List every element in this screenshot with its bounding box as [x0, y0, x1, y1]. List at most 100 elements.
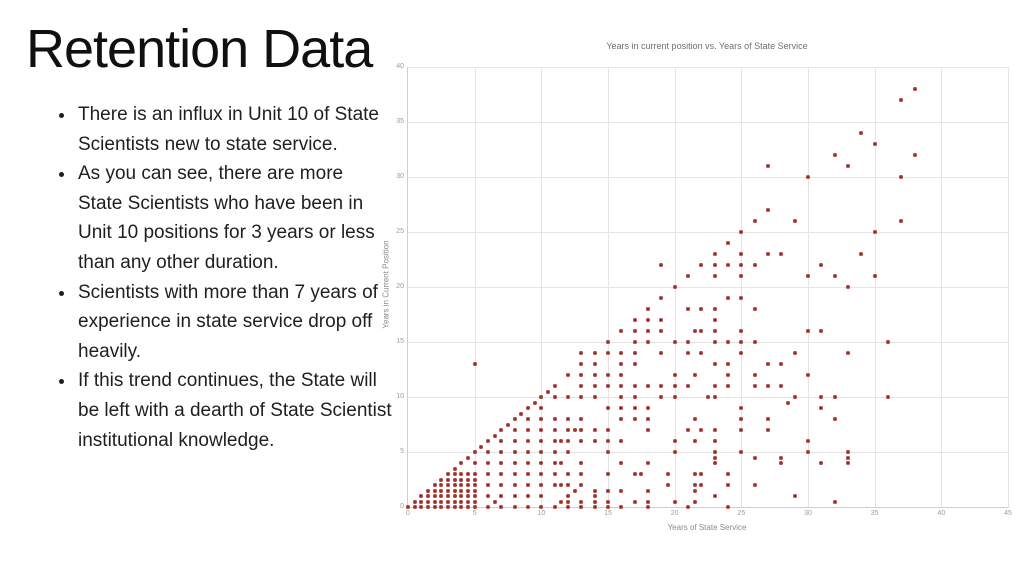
data-point: [606, 340, 610, 344]
data-point: [606, 373, 610, 377]
data-point: [846, 450, 850, 454]
data-point: [752, 384, 757, 388]
data-point: [712, 439, 717, 443]
data-point: [566, 428, 570, 432]
data-point: [452, 494, 457, 498]
data-point: [726, 241, 730, 245]
x-tick-label: 30: [804, 510, 812, 517]
slide-title: Retention Data: [26, 19, 373, 79]
data-point: [419, 494, 424, 498]
data-point: [552, 505, 557, 509]
data-point: [692, 483, 697, 487]
data-point: [579, 461, 584, 465]
x-tick-label: 15: [604, 510, 612, 517]
data-point: [699, 483, 704, 487]
data-point: [486, 461, 490, 465]
data-point: [592, 428, 597, 432]
data-point: [779, 455, 784, 460]
data-point: [566, 395, 570, 399]
data-point: [672, 340, 677, 344]
data-point: [559, 439, 564, 443]
data-point: [766, 208, 770, 212]
data-point: [846, 351, 850, 355]
data-point: [726, 483, 730, 487]
data-point: [819, 395, 824, 399]
data-point: [726, 296, 730, 300]
data-point: [532, 400, 537, 405]
data-point: [739, 428, 744, 432]
data-point: [779, 384, 784, 388]
data-point: [712, 263, 717, 267]
data-point: [466, 477, 470, 482]
data-point: [659, 351, 664, 355]
y-tick-label: 5: [400, 448, 404, 455]
data-point: [712, 455, 717, 460]
data-point: [766, 164, 770, 168]
data-point: [712, 428, 717, 432]
y-tick-label: 20: [396, 283, 404, 290]
data-point: [819, 461, 824, 465]
data-point: [426, 505, 430, 509]
data-point: [606, 406, 610, 410]
data-point: [539, 406, 544, 410]
data-point: [692, 373, 697, 377]
data-point: [539, 483, 544, 487]
data-point: [486, 505, 490, 509]
data-point: [499, 505, 504, 509]
data-point: [466, 494, 470, 498]
data-point: [726, 263, 730, 267]
data-point: [446, 477, 450, 482]
data-point: [632, 384, 637, 388]
data-point: [646, 340, 650, 344]
scatter-chart: Years in current position vs. Years of S…: [372, 28, 1027, 548]
data-point: [739, 329, 744, 333]
data-point: [886, 395, 890, 399]
data-point: [486, 472, 490, 476]
data-point: [439, 488, 444, 493]
data-point: [552, 461, 557, 465]
data-point: [726, 472, 730, 476]
data-point: [632, 499, 637, 504]
gridline: [408, 342, 1008, 343]
data-point: [752, 340, 757, 344]
data-point: [432, 499, 437, 504]
data-point: [552, 450, 557, 454]
data-point: [539, 472, 544, 476]
bullet-item: There is an influx in Unit 10 of State S…: [76, 100, 392, 159]
data-point: [752, 483, 757, 487]
bullet-item: Scientists with more than 7 years of exp…: [76, 278, 392, 367]
gridline: [408, 452, 1008, 453]
data-point: [846, 455, 850, 460]
data-point: [766, 384, 770, 388]
data-point: [579, 351, 584, 355]
data-point: [592, 499, 597, 504]
data-point: [472, 505, 477, 509]
data-point: [459, 488, 464, 493]
data-point: [726, 362, 730, 366]
data-point: [526, 505, 530, 509]
data-point: [566, 450, 570, 454]
gridline: [408, 232, 1008, 233]
gridline: [408, 122, 1008, 123]
data-point: [579, 395, 584, 399]
data-point: [539, 428, 544, 432]
data-point: [726, 373, 730, 377]
data-point: [752, 373, 757, 377]
x-tick-label: 40: [937, 510, 946, 517]
data-point: [426, 499, 430, 504]
data-point: [779, 252, 784, 256]
data-point: [659, 296, 664, 300]
data-point: [439, 505, 444, 509]
data-point: [699, 329, 704, 333]
x-tick-label: 5: [472, 510, 477, 517]
data-point: [792, 219, 797, 223]
data-point: [432, 505, 437, 509]
data-point: [452, 477, 457, 482]
data-point: [659, 318, 664, 322]
data-point: [646, 329, 650, 333]
data-point: [712, 329, 717, 333]
data-point: [806, 373, 810, 377]
data-point: [606, 450, 610, 454]
gridline: [1008, 67, 1009, 507]
data-point: [619, 461, 624, 465]
